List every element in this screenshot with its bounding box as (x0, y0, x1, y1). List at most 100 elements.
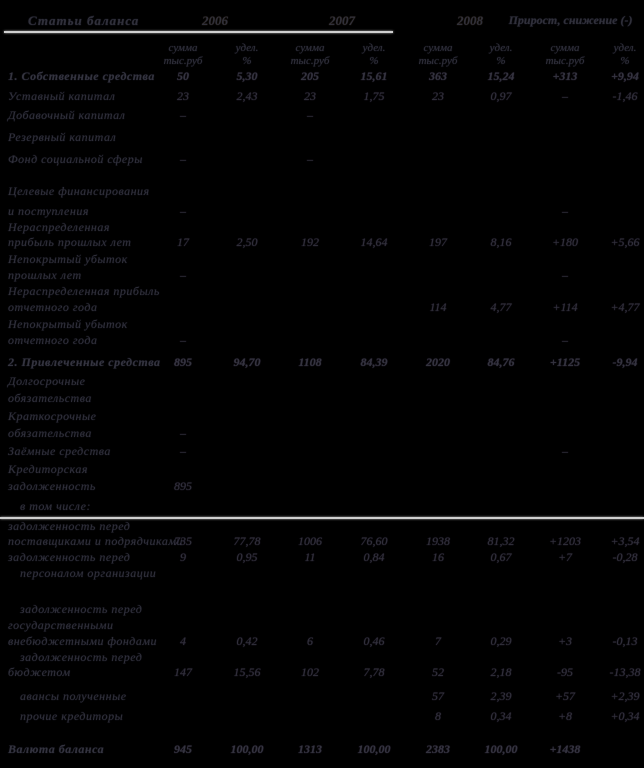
table-cell: 57 (432, 689, 444, 703)
row-label: отчетного года (8, 300, 98, 314)
year-header-2007: 2007 (329, 13, 355, 28)
table-cell: 735 (174, 534, 192, 548)
table-cell: +180 (551, 235, 579, 249)
table-cell: 895 (174, 479, 192, 493)
subheader-share: % (496, 55, 506, 67)
table-cell: 76,60 (360, 534, 388, 548)
table-cell: 100,00 (484, 742, 518, 756)
table-cell: -0,28 (612, 550, 638, 564)
header-underline (4, 31, 393, 33)
table-cell: +1125 (549, 355, 581, 369)
table-row: государственными (0, 618, 644, 634)
table-cell: -0,13 (612, 634, 638, 648)
table-cell: – (562, 204, 568, 218)
subheader-sum: тыс.руб (163, 55, 203, 67)
table-cell: +3 (557, 634, 573, 648)
table-cell: 0,29 (490, 634, 512, 648)
table-row: 2. Привлеченные средства 895 94,70 1108 84,3… (0, 355, 644, 371)
table-cell: 77,78 (233, 534, 261, 548)
row-label: 1. Собственные средства (8, 69, 155, 83)
table-cell: 0,67 (490, 550, 512, 564)
table-row: Уставный капитал 23 2,43 23 1,75 23 0,97 – -1,46 (0, 89, 644, 105)
table-cell: – (180, 108, 186, 122)
row-label: авансы полученные (20, 689, 127, 703)
table-cell: 945 (174, 742, 192, 756)
year-header-2006: 2006 (202, 13, 228, 28)
row-label: Фонд социальной сферы (8, 152, 143, 166)
table-cell: -1,46 (612, 89, 638, 103)
table-cell: 2,43 (236, 89, 258, 103)
row-label: обязательства (8, 391, 92, 405)
row-label: Целевые финансирования (8, 184, 150, 198)
table-cell: 23 (177, 89, 189, 103)
table-cell: – (180, 333, 186, 347)
table-cell: +9,94 (611, 69, 639, 83)
table-cell: – (562, 444, 568, 458)
table-cell: 14,64 (360, 235, 388, 249)
table-row: задолженность перед (0, 602, 644, 618)
table-cell: +3,54 (610, 534, 640, 548)
row-label: обязательства (8, 426, 92, 440)
row-label: Непокрытый убыток (8, 252, 128, 266)
subheader-share: удел. (235, 42, 259, 54)
table-row: Долгосрочные (0, 374, 644, 390)
table-cell: 0,84 (363, 550, 385, 564)
table-cell: 895 (174, 355, 192, 369)
table-row: Целевые финансирования (0, 184, 644, 200)
subheader-sum: тыс.руб (290, 55, 330, 67)
table-row: прибыль прошлых лет 17 2,50 192 14,64 197 8,16… (0, 235, 644, 251)
table-row: задолженность перед 9 0,95 11 0,84 16 0,67 +7 -0… (0, 550, 644, 566)
table-row: Заёмные средства – – (0, 444, 644, 460)
row-label: Добавочный капитал (8, 108, 126, 122)
table-cell: 16 (432, 550, 444, 564)
subheader-share: удел. (489, 42, 513, 54)
table-row: Добавочный капитал – – (0, 108, 644, 124)
section-separator-rule (0, 517, 644, 519)
row-label: Уставный капитал (8, 89, 116, 103)
row-label: государственными (8, 618, 114, 632)
table-cell: +114 (552, 300, 578, 314)
table-cell: +8 (557, 709, 573, 723)
table-row: авансы полученные 57 2,39 +57 +2,39 (0, 689, 644, 705)
table-cell: 8,16 (490, 235, 512, 249)
table-row: задолженность 895 (0, 479, 644, 495)
table-cell: 1313 (298, 742, 322, 756)
table-cell: 23 (432, 89, 444, 103)
table-row: обязательства (0, 391, 644, 407)
table-cell: 0,46 (363, 634, 385, 648)
table-title: Статьи баланса (28, 13, 140, 28)
table-cell: 8 (435, 709, 441, 723)
table-cell: 94,70 (233, 355, 261, 369)
table-row: отчетного года – – (0, 333, 644, 349)
table-cell: 81,32 (487, 534, 515, 548)
table-cell: +57 (554, 689, 576, 703)
table-cell: 4,77 (490, 300, 512, 314)
table-cell: 2383 (426, 742, 450, 756)
table-cell: 84,39 (360, 355, 388, 369)
table-row: персоналом организации (0, 566, 644, 582)
table-cell: – (180, 268, 186, 282)
table-cell: 23 (304, 89, 316, 103)
table-cell: 50 (177, 69, 189, 83)
row-label: отчетного года (8, 333, 98, 347)
table-cell: – (180, 204, 186, 218)
table-cell: – (180, 426, 186, 440)
table-cell: 2,39 (490, 689, 512, 703)
table-cell: – (562, 89, 568, 103)
table-cell: 1,75 (363, 89, 385, 103)
table-row: Резервный капитал (0, 130, 644, 146)
row-label: бюджетом (8, 665, 71, 679)
table-cell: 197 (429, 235, 447, 249)
table-cell: +1438 (549, 742, 581, 756)
table-row: Непокрытый убыток (0, 252, 644, 268)
table-row: Фонд социальной сферы – – (0, 152, 644, 168)
table-cell: 1108 (298, 355, 322, 369)
row-label: Нераспределенная (8, 220, 110, 234)
table-row: Краткосрочные (0, 409, 644, 425)
row-label: задолженность перед (20, 650, 143, 664)
subheader-share: % (369, 55, 379, 67)
row-label: Резервный капитал (8, 130, 117, 144)
row-label: Долгосрочные (8, 374, 86, 388)
table-cell: +4,77 (610, 300, 640, 314)
table-row: обязательства – (0, 426, 644, 442)
